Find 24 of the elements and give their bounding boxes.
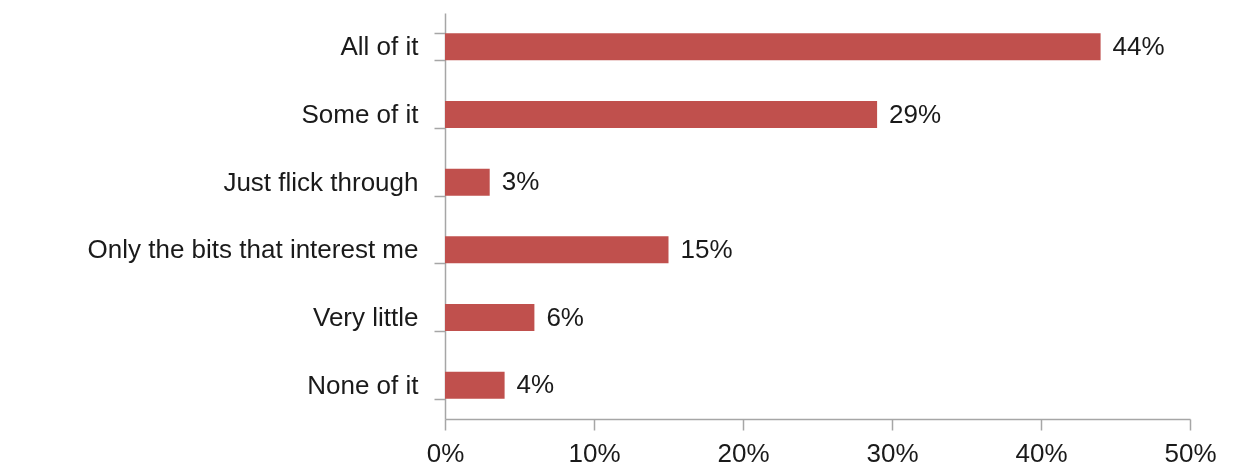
- y-tick-label: Only the bits that interest me: [87, 234, 419, 265]
- bar: [445, 371, 505, 399]
- data-label: 44%: [1112, 30, 1165, 61]
- x-tick-label: 10%: [568, 437, 621, 468]
- x-tick-label: 30%: [866, 437, 919, 468]
- bar: [445, 168, 490, 196]
- x-tick-label: 40%: [1015, 437, 1068, 468]
- bar: [445, 236, 669, 264]
- y-tick-label: Some of it: [301, 99, 420, 129]
- bar: [445, 33, 1101, 61]
- y-tick-label: All of it: [340, 31, 420, 62]
- data-label: 15%: [680, 233, 733, 264]
- x-tick-label: 0%: [426, 437, 465, 468]
- y-tick-label: Very little: [313, 302, 419, 332]
- data-label: 29%: [889, 98, 942, 129]
- data-label: 6%: [546, 301, 584, 332]
- y-tick-label: Just flick through: [223, 166, 419, 197]
- data-label: 3%: [501, 166, 540, 197]
- data-label: 4%: [516, 369, 555, 400]
- x-tick-label: 50%: [1164, 437, 1217, 468]
- x-tick-label: 20%: [717, 437, 770, 468]
- bar: [445, 303, 535, 332]
- bar: [445, 100, 878, 129]
- y-tick-label: None of it: [307, 369, 420, 400]
